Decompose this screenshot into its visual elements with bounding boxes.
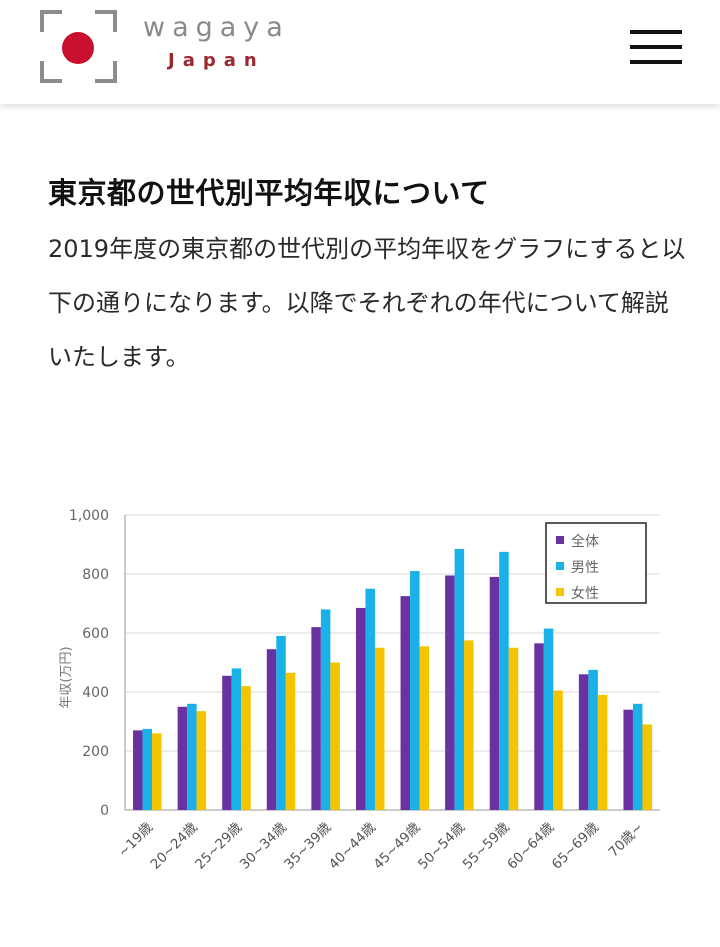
x-tick-label: 70歳~ bbox=[606, 820, 647, 861]
x-tick-label: 30~34歳 bbox=[237, 819, 291, 873]
bar bbox=[543, 628, 554, 810]
bar bbox=[499, 551, 509, 810]
legend-swatch bbox=[556, 536, 564, 544]
y-tick-label: 800 bbox=[82, 567, 109, 583]
legend-label: 全体 bbox=[571, 533, 599, 550]
bar bbox=[445, 575, 455, 810]
brand-subtitle: Japan bbox=[168, 50, 265, 71]
bar bbox=[553, 690, 563, 810]
x-tick-label: 35~39歳 bbox=[281, 819, 335, 873]
bar bbox=[196, 711, 207, 810]
bar-chart: 0 200 400 600 800 1,000 年収(万円) ~19歳20~24歳25~29歳… bbox=[59, 508, 660, 873]
bar bbox=[187, 703, 197, 810]
bar bbox=[320, 609, 331, 810]
y-tick-label: 1,000 bbox=[69, 508, 109, 524]
y-tick-label: 400 bbox=[82, 685, 109, 701]
x-tick-label: ~19歳 bbox=[115, 819, 156, 860]
x-tick-label: 65~69歳 bbox=[549, 819, 603, 873]
bar bbox=[266, 649, 277, 810]
bar bbox=[311, 627, 321, 810]
bar bbox=[534, 643, 544, 810]
legend-swatch bbox=[556, 562, 564, 570]
x-tick-label: 45~49歳 bbox=[370, 819, 424, 873]
bar bbox=[241, 686, 251, 810]
legend-label: 男性 bbox=[571, 560, 599, 576]
bar bbox=[489, 576, 500, 810]
brand-name: wagaya bbox=[143, 12, 290, 43]
y-axis-label: 年収(万円) bbox=[59, 646, 74, 708]
bar bbox=[330, 662, 340, 810]
x-tick-label: 20~24歳 bbox=[148, 819, 202, 873]
bar bbox=[623, 709, 633, 810]
intro-paragraph: 2019年度の東京都の世代別の平均年収をグラフにすると以下の通りになります。以降… bbox=[48, 235, 686, 371]
legend-label: 女性 bbox=[571, 585, 599, 602]
bar bbox=[231, 668, 242, 810]
logo-mark-icon bbox=[40, 10, 117, 83]
bar bbox=[374, 647, 385, 810]
bar bbox=[276, 635, 286, 810]
bar bbox=[597, 694, 608, 810]
bar bbox=[454, 548, 465, 810]
bar bbox=[365, 588, 375, 810]
bar bbox=[152, 733, 162, 810]
bar bbox=[222, 675, 232, 810]
site-logo[interactable] bbox=[40, 10, 117, 83]
bar bbox=[464, 640, 474, 810]
x-tick-label: 40~44歳 bbox=[326, 819, 380, 873]
bar bbox=[410, 571, 420, 810]
y-tick-label: 200 bbox=[82, 744, 109, 760]
hamburger-menu-icon[interactable] bbox=[630, 28, 682, 66]
x-tick-label: 25~29歳 bbox=[192, 819, 246, 873]
bar bbox=[142, 728, 153, 810]
y-tick-label: 0 bbox=[100, 803, 109, 819]
income-chart: 0 200 400 600 800 1,000 年収(万円) ~19歳 20~24歳 25~29歳… bbox=[0, 490, 720, 910]
site-header: wagaya Japan bbox=[0, 0, 720, 104]
bar bbox=[642, 724, 652, 810]
bar bbox=[508, 647, 519, 810]
bar bbox=[285, 672, 296, 810]
bar bbox=[355, 607, 366, 810]
page-title: 東京都の世代別平均年収について bbox=[48, 176, 490, 210]
y-tick-label: 600 bbox=[82, 626, 109, 642]
bar bbox=[578, 674, 589, 810]
bar bbox=[632, 703, 643, 810]
x-tick-label: 55~59歳 bbox=[460, 819, 514, 873]
bar bbox=[133, 730, 143, 810]
bar bbox=[588, 669, 598, 810]
bar bbox=[419, 646, 430, 810]
bar bbox=[400, 596, 411, 810]
legend-swatch bbox=[556, 588, 564, 596]
x-tick-label: 50~54歳 bbox=[415, 819, 469, 873]
bar bbox=[177, 706, 188, 810]
x-tick-label: 60~64歳 bbox=[504, 819, 558, 873]
